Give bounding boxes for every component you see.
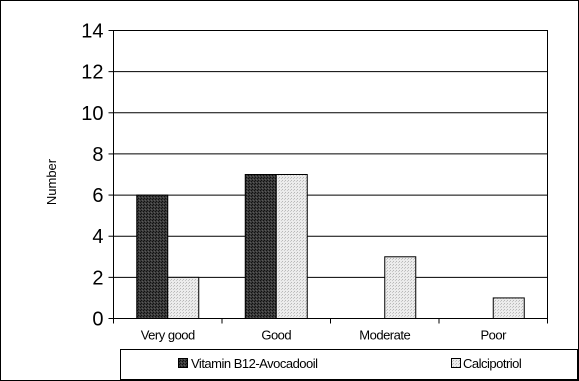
legend-label-calcipotriol: Calcipotriol: [463, 356, 522, 371]
x-category-label: Moderate: [359, 328, 410, 343]
y-axis-title: Number: [44, 158, 59, 205]
x-axis-ticks: Very good Good Moderate Poor: [113, 318, 548, 343]
bar-calcipotriol-good: [275, 174, 308, 319]
y-tick-label: 6: [92, 185, 103, 207]
y-tick-label: 10: [81, 103, 103, 125]
bars: [136, 174, 525, 320]
legend-swatch-calcipotriol: [451, 358, 461, 368]
legend-swatch-vitamin-b12: [178, 358, 188, 368]
bar-vitamin-b12-very-good: [136, 194, 169, 319]
y-tick-label: 12: [81, 62, 103, 84]
x-category-label: Very good: [141, 328, 195, 343]
y-axis-ticks: 0 2 4 6 8 10 12 14: [81, 21, 114, 331]
legend: Vitamin B12-Avocadooil Calcipotriol: [120, 349, 578, 380]
y-tick-label: 14: [81, 21, 103, 43]
bar-calcipotriol-very-good: [167, 276, 200, 320]
bar-calcipotriol-moderate: [384, 256, 417, 319]
y-tick-label: 0: [92, 309, 103, 331]
y-tick-label: 8: [92, 144, 103, 166]
plot-area: [113, 30, 548, 319]
bar-calcipotriol-poor: [492, 297, 525, 319]
x-category-label: Poor: [481, 328, 508, 343]
y-tick-label: 4: [92, 226, 103, 248]
legend-box: [120, 349, 578, 380]
legend-label-vitamin-b12: Vitamin B12-Avocadooil: [191, 356, 318, 371]
y-tick-label: 2: [92, 267, 103, 289]
bar-vitamin-b12-good: [244, 174, 277, 319]
x-category-label: Good: [261, 328, 291, 343]
